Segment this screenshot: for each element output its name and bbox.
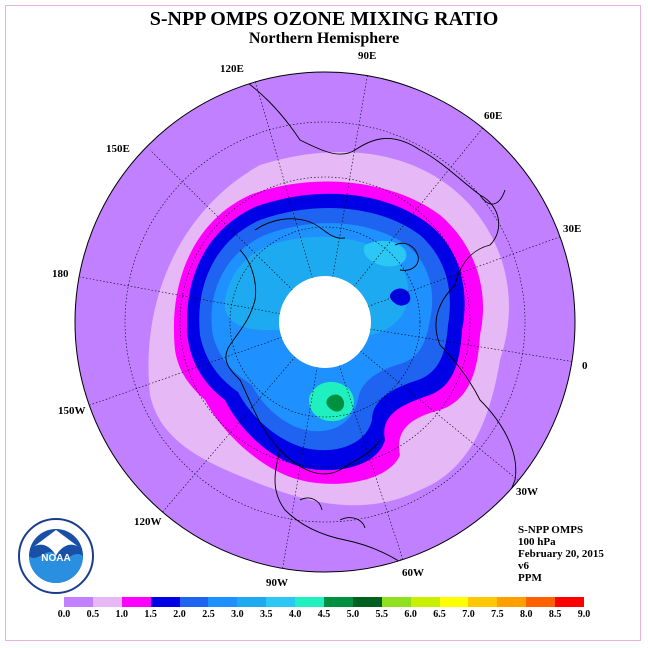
colorbar-tick-label: 1.5	[144, 609, 157, 620]
noaa-logo: NOAA	[18, 518, 94, 594]
lon-label-90w: 90W	[266, 577, 288, 589]
colorbar-tick-label: 1.0	[115, 609, 129, 620]
map-title: S-NPP OMPS OZONE MIXING RATIO	[149, 8, 499, 30]
lon-label-180: 180	[52, 268, 69, 280]
colorbar-tick-label: 5.0	[346, 609, 360, 620]
colorbar-segment	[410, 597, 440, 607]
colorbar-tick-label: 3.5	[259, 609, 273, 620]
info-units: PPM	[518, 572, 542, 584]
colorbar-tick-label: 6.0	[404, 609, 417, 620]
band-3.5-4.0-patch	[363, 240, 407, 267]
lon-label-30w: 30W	[516, 486, 538, 498]
colorbar-segment	[92, 597, 122, 607]
info-date: February 20, 2015	[518, 548, 604, 560]
lon-label-60e: 60E	[484, 110, 503, 122]
colorbar-segment	[208, 597, 238, 607]
colorbar-tick-label: 3.0	[231, 609, 244, 620]
colorbar-segment	[352, 597, 382, 607]
colorbar-segment	[526, 597, 556, 607]
colorbar-tick-label: 2.0	[173, 609, 186, 620]
colorbar-tick-label: 2.5	[202, 609, 215, 620]
colorbar-segment	[555, 597, 584, 607]
colorbar-tick-label: 5.5	[375, 609, 389, 620]
map-subtitle: Northern Hemisphere	[248, 30, 400, 47]
info-version: v6	[518, 560, 529, 572]
pole-mask	[279, 276, 371, 368]
colorbar-segment	[295, 597, 324, 607]
lon-label-150w: 150W	[58, 405, 86, 417]
colorbar-tick-label: 6.5	[433, 609, 446, 620]
colorbar-tick-label: 8.0	[519, 609, 533, 620]
colorbar-tick-label: 0.0	[57, 609, 71, 620]
figure-frame	[5, 5, 641, 641]
colorbar-segment	[121, 597, 151, 607]
lon-label-120e: 120E	[220, 63, 244, 75]
colorbar	[64, 597, 584, 607]
info-instrument: S-NPP OMPS	[518, 524, 584, 536]
colorbar-segment	[237, 597, 267, 607]
colorbar-tick-label: 4.5	[317, 609, 331, 620]
lon-label-60w: 60W	[402, 567, 424, 579]
lon-label-120w: 120W	[134, 516, 162, 528]
lon-label-90e: 90E	[358, 50, 377, 62]
lon-label-0: 0	[582, 360, 588, 372]
colorbar-segment	[150, 597, 180, 607]
colorbar-tick-label: 9.0	[577, 609, 591, 620]
band-4.0-4.5-na	[326, 394, 345, 412]
map-border	[74, 71, 576, 573]
colorbar-tick-label: 7.5	[491, 609, 504, 620]
colorbar-segment	[64, 597, 93, 607]
colorbar-segment	[266, 597, 296, 607]
info-level: 100 hPa	[518, 536, 556, 548]
colorbar-tick-label: 0.5	[86, 609, 100, 620]
colorbar-segment	[439, 597, 469, 607]
info-block: S-NPP OMPS 100 hPa February 20, 2015 v6 …	[518, 524, 604, 584]
lon-label-30e: 30E	[563, 223, 582, 235]
logo-text: NOAA	[41, 553, 70, 564]
colorbar-segment	[179, 597, 209, 607]
colorbar-segment	[468, 597, 498, 607]
colorbar-tick-label: 7.0	[462, 609, 475, 620]
colorbar-segment	[497, 597, 527, 607]
lon-label-150e: 150E	[106, 143, 130, 155]
colorbar-segment	[381, 597, 411, 607]
colorbar-tick-label: 8.5	[548, 609, 562, 620]
colorbar-tick-label: 4.0	[288, 609, 302, 620]
colorbar-segment	[324, 597, 353, 607]
